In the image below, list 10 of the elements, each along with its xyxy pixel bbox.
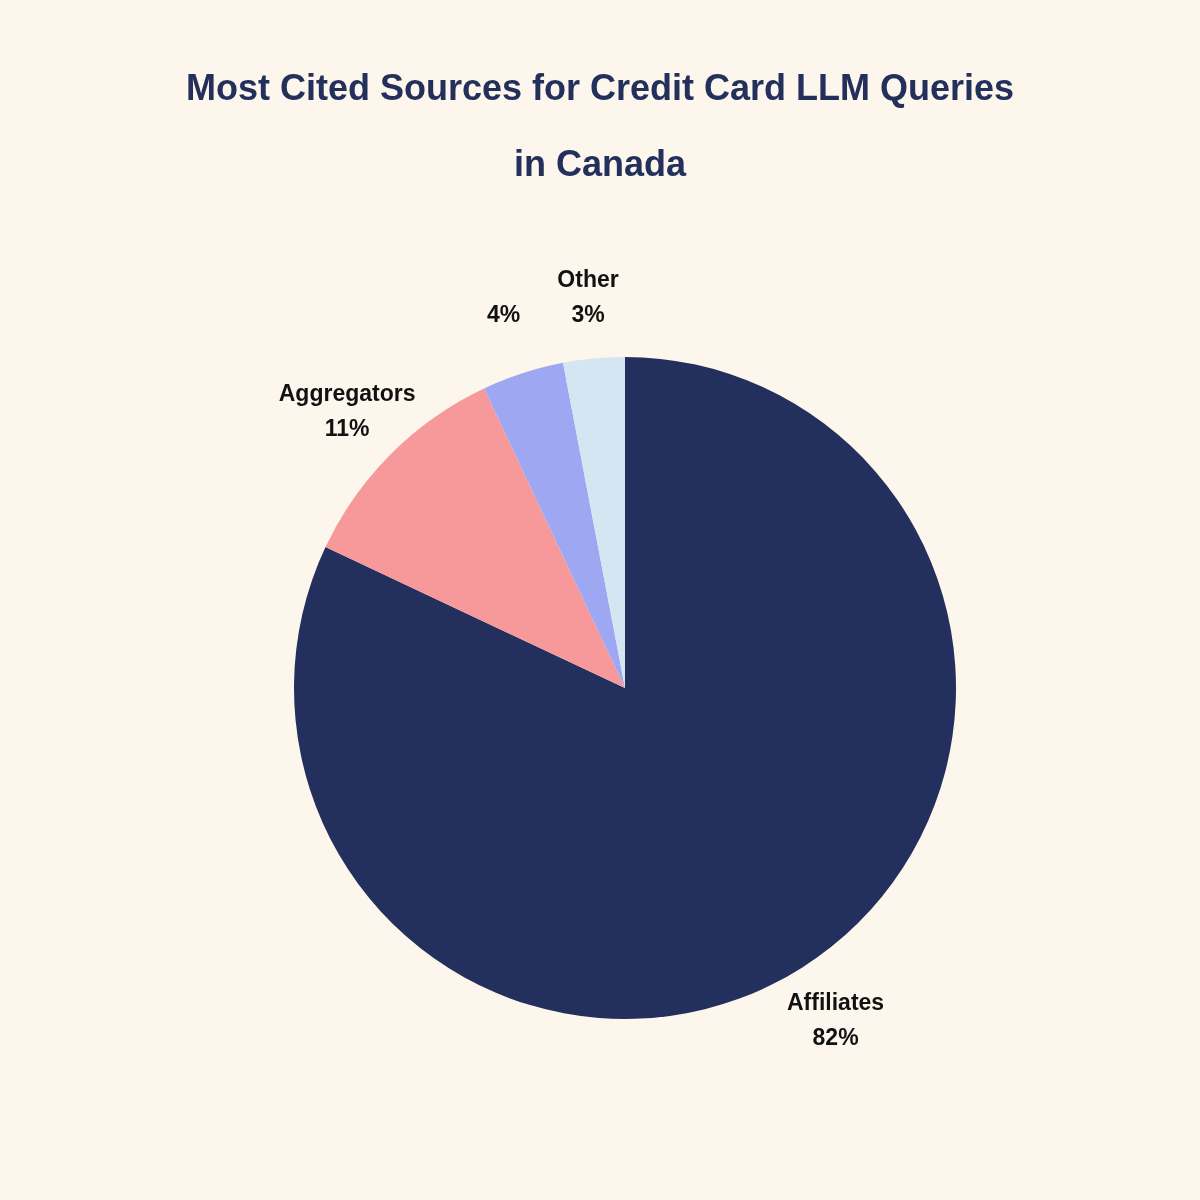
slice-label: Aggregators [278,379,416,406]
data-label: 11% [324,414,370,441]
slice-label: Affiliates [787,989,885,1016]
pie-slice [562,357,625,688]
chart-title: Most Cited Sources for Credit Card LLM Queries in Canada [184,66,1016,186]
slice-label: Other [557,266,619,293]
data-label: 3% [571,301,605,328]
pie-slice [484,362,625,688]
data-label: 82% [812,1024,859,1051]
data-label: 4% [486,301,521,328]
